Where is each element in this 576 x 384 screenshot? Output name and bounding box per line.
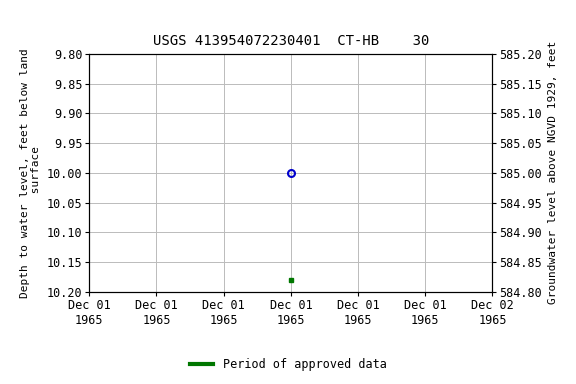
Title: USGS 413954072230401  CT-HB    30: USGS 413954072230401 CT-HB 30	[153, 35, 429, 48]
Y-axis label: Depth to water level, feet below land
 surface: Depth to water level, feet below land su…	[20, 48, 41, 298]
Legend: Period of approved data: Period of approved data	[185, 354, 391, 376]
Y-axis label: Groundwater level above NGVD 1929, feet: Groundwater level above NGVD 1929, feet	[548, 41, 558, 305]
